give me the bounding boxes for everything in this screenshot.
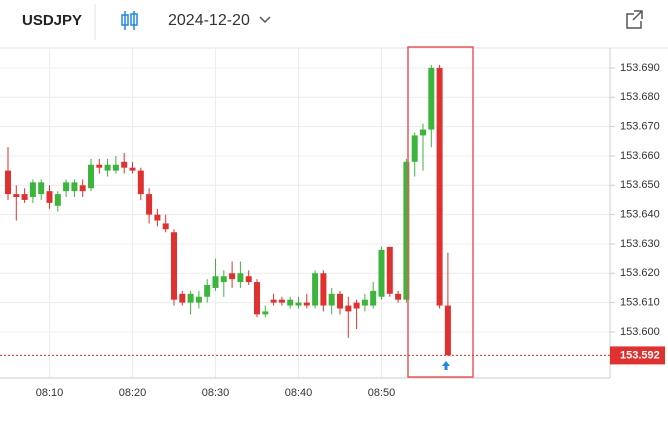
candle-body — [237, 273, 244, 283]
candle-body — [46, 191, 53, 203]
y-tick-label: 153.600 — [620, 326, 660, 338]
candle-body — [220, 276, 227, 283]
candle-body — [29, 182, 36, 198]
candle-body — [129, 167, 136, 171]
candle-body — [328, 293, 335, 306]
symbol[interactable]: USDJPY — [22, 12, 82, 29]
candle-body — [195, 296, 202, 303]
candle-body — [54, 194, 61, 206]
candle-body — [154, 214, 161, 221]
candle-body — [262, 311, 269, 315]
candle-body — [361, 299, 368, 306]
candle-body — [411, 135, 418, 162]
y-tick-label: 153.620 — [620, 267, 660, 279]
candle-body — [137, 170, 144, 195]
x-tick-label: 08:10 — [36, 387, 64, 399]
popout-icon[interactable] — [626, 10, 643, 29]
candle-body — [121, 161, 128, 168]
candle-body — [386, 246, 393, 294]
candle-body — [13, 194, 20, 198]
candle-body — [337, 293, 343, 309]
candle-body — [345, 305, 352, 312]
candle-body — [378, 249, 385, 297]
x-tick-label: 08:20 — [119, 387, 147, 399]
candle-body — [353, 302, 360, 309]
marker-arrow — [442, 361, 450, 370]
toolbar — [0, 0, 668, 48]
candle-body — [270, 299, 277, 303]
y-tick-label: 153.690 — [620, 62, 660, 74]
candle-body — [5, 170, 11, 195]
date-selector[interactable]: 2024-12-20 — [168, 12, 250, 29]
candle-body — [395, 293, 402, 300]
candle-body — [146, 194, 153, 215]
candle-body — [96, 164, 103, 168]
candle-body — [278, 299, 285, 303]
x-tick-label: 08:30 — [202, 387, 230, 399]
candle-body — [320, 273, 327, 306]
y-tick-label: 153.630 — [620, 238, 660, 250]
highlight-box — [407, 46, 474, 378]
candle-body — [179, 293, 186, 303]
candle-body — [212, 276, 219, 288]
chart-type-icon[interactable] — [121, 11, 138, 30]
candle-body — [71, 182, 78, 192]
date-dropdown-chevron[interactable] — [259, 16, 271, 24]
candle-body — [403, 161, 410, 300]
y-tick-label: 153.680 — [620, 91, 660, 103]
y-tick-label: 153.670 — [620, 121, 660, 133]
last-price-label: 153.592 — [620, 349, 660, 361]
candle-body — [187, 293, 194, 303]
y-tick-label: 153.660 — [620, 150, 660, 162]
last-price-tag — [610, 346, 665, 365]
candle-body — [420, 129, 426, 136]
candle-body — [162, 223, 169, 230]
x-tick-label: 08:40 — [285, 387, 313, 399]
candle-body — [254, 282, 260, 315]
candle-body — [245, 276, 252, 283]
candle-body — [229, 273, 236, 280]
candle-body — [312, 273, 319, 306]
candle-body — [370, 290, 377, 306]
y-tick-label: 153.650 — [620, 179, 660, 191]
candle-body — [112, 164, 119, 171]
candle-body — [79, 185, 86, 192]
candle-body — [295, 302, 302, 306]
candle-body — [63, 182, 70, 192]
candle-body — [436, 67, 443, 306]
candle-body — [444, 305, 451, 356]
candle-body — [21, 194, 28, 200]
candle-body — [287, 299, 294, 306]
y-tick-label: 153.610 — [620, 297, 660, 309]
candle-body — [303, 302, 310, 306]
candle-body — [104, 164, 111, 171]
x-tick-label: 08:50 — [368, 387, 396, 399]
candle-body — [88, 164, 94, 189]
candle-body — [38, 182, 45, 195]
y-tick-label: 153.640 — [620, 209, 660, 221]
candle-body — [171, 232, 177, 300]
candle-body — [204, 285, 211, 297]
candle-body — [428, 67, 435, 130]
